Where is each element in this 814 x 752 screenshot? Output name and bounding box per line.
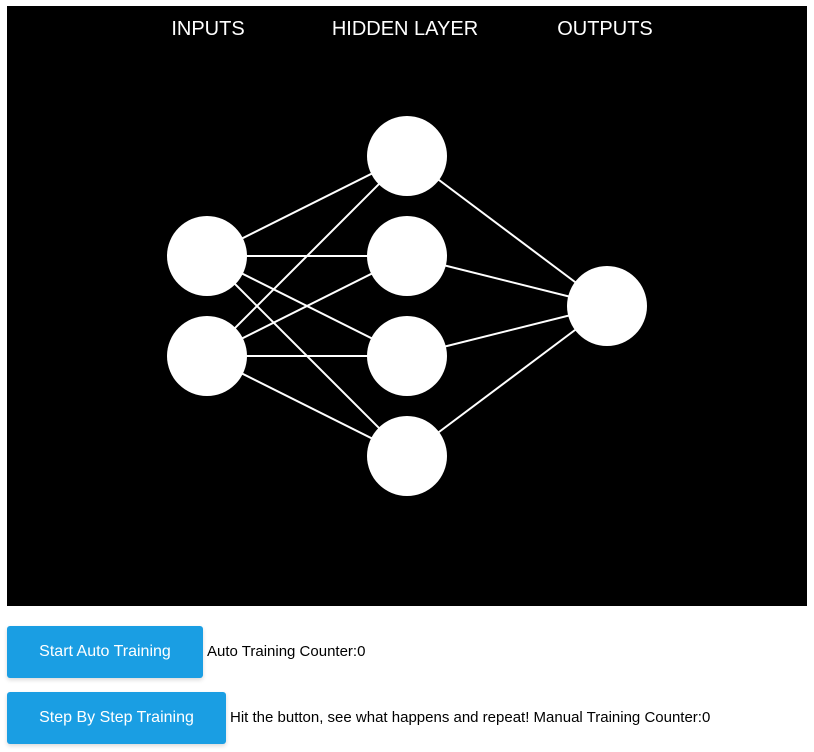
inputs-neuron-2 — [167, 316, 247, 396]
neural-network-canvas: INPUTS HIDDEN LAYER OUTPUTS — [7, 6, 807, 606]
network-diagram: INPUTS HIDDEN LAYER OUTPUTS — [167, 18, 653, 496]
manual-training-counter-text: Hit the button, see what happens and rep… — [230, 709, 710, 726]
connection-hidden-1-to-outputs-1 — [406, 155, 608, 307]
connections-group — [206, 155, 608, 457]
auto-status-prefix: Auto Training Counter: — [207, 643, 358, 660]
hidden-layer-label: HIDDEN LAYER — [332, 18, 478, 40]
step-status-prefix: Hit the button, see what happens and rep… — [230, 709, 702, 726]
hidden-neuron-2 — [367, 216, 447, 296]
inputs-neuron-1 — [167, 216, 247, 296]
auto-counter-value: 0 — [357, 643, 366, 660]
inputs-layer-label: INPUTS — [171, 18, 244, 40]
connection-hidden-4-to-outputs-1 — [406, 305, 608, 457]
neurons-group — [167, 116, 647, 496]
outputs-layer-label: OUTPUTS — [557, 18, 653, 40]
auto-training-counter-text: Auto Training Counter:0 — [207, 643, 365, 660]
outputs-neuron-1 — [567, 266, 647, 346]
hidden-neuron-1 — [367, 116, 447, 196]
step-counter-value: 0 — [701, 709, 711, 726]
connection-inputs-2-to-hidden-1 — [206, 155, 408, 357]
hidden-neuron-3 — [367, 316, 447, 396]
step-by-step-training-button[interactable]: Step By Step Training — [7, 692, 226, 744]
start-auto-training-button[interactable]: Start Auto Training — [7, 626, 203, 678]
hidden-neuron-4 — [367, 416, 447, 496]
